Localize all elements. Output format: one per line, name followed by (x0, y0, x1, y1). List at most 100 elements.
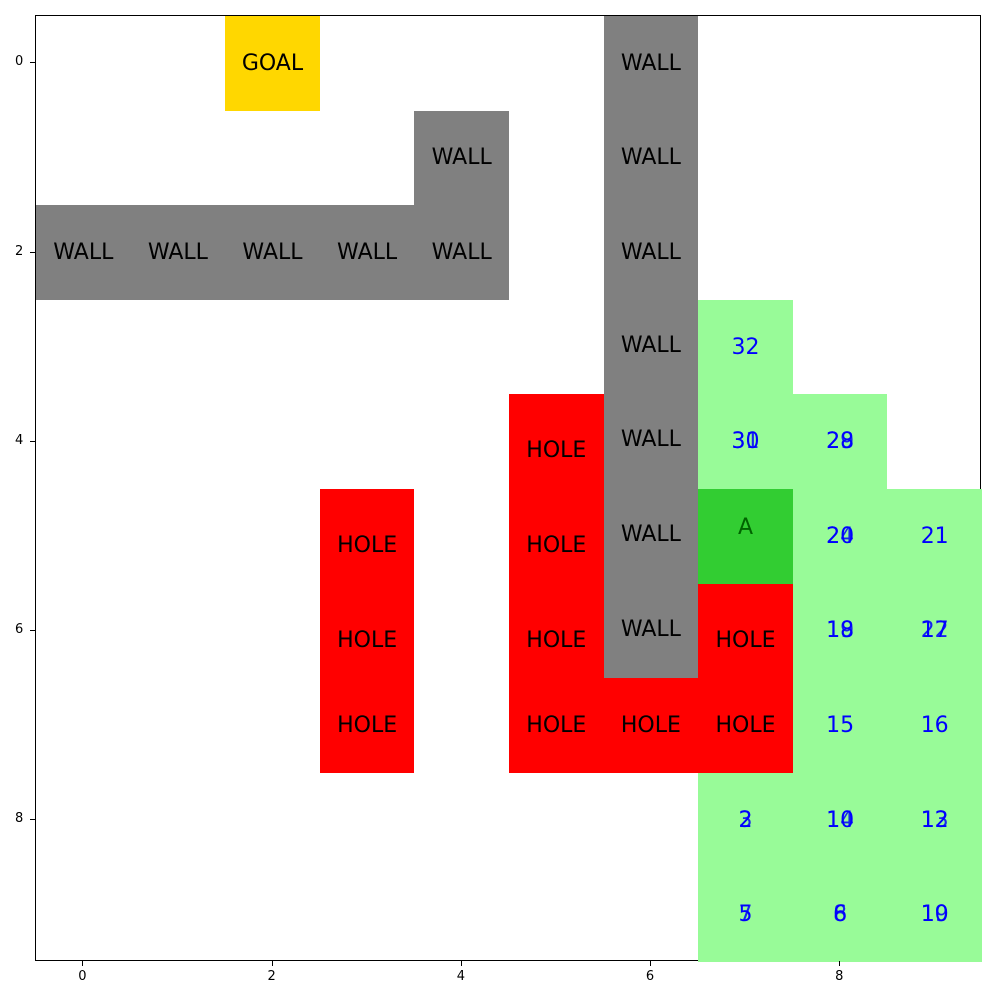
cell-wall-r2-c4: WALL (414, 205, 509, 300)
cell-wall-r3-c6: WALL (603, 299, 699, 395)
cell-wall-r1-c6: WALL (603, 110, 699, 206)
cell-path-r8-c8: 10 14 (792, 772, 888, 868)
step-number: 10 (920, 902, 949, 928)
step-number: 20 (826, 523, 855, 549)
cell-agent-r5-c7: A (698, 489, 793, 584)
cell-wall-r2-c6: WALL (603, 205, 699, 300)
hole-label: HOLE (337, 533, 398, 558)
agent-marker: A (737, 515, 754, 540)
step-number: 32 (731, 334, 760, 360)
y-tick-label: 2 (15, 243, 24, 259)
hole-label: HOLE (715, 627, 776, 653)
wall-label: WALL (620, 616, 681, 642)
wall-label: WALL (620, 145, 681, 171)
y-tick-label: 8 (15, 811, 24, 827)
step-number: 15 (826, 712, 855, 738)
hole-label: HOLE (620, 712, 681, 738)
cell-hole-r6-c3: HOLE (319, 583, 415, 679)
x-tick-label: 0 (78, 969, 87, 984)
cell-wall-r1-c4: WALL (414, 110, 509, 206)
cell-wall-r2-c1: WALL (130, 205, 226, 300)
wall-label: WALL (620, 332, 681, 358)
y-tick-mark (30, 251, 35, 253)
step-number-overlay: 22 (920, 618, 949, 644)
step-number: 30 (731, 429, 760, 455)
hole-label: HOLE (526, 627, 587, 653)
cell-hole-r6-c5: HOLE (509, 583, 604, 679)
wall-label: WALL (242, 239, 303, 265)
cell-wall-r2-c2: WALL (225, 205, 320, 300)
hole-label: HOLE (715, 712, 776, 738)
cell-hole-r7-c3: HOLE (319, 678, 415, 773)
step-number: 28 (826, 429, 855, 455)
cell-path-r4-c7: 30 31 (698, 394, 793, 489)
cell-wall-r5-c6: WALL (603, 489, 699, 584)
step-number: 17 (920, 618, 949, 644)
wall-label: WALL (431, 239, 492, 265)
wall-label: WALL (337, 239, 398, 265)
cell-path-r3-c7: 32 (698, 299, 793, 395)
hole-label: HOLE (526, 533, 587, 558)
step-number: 6 (833, 902, 848, 928)
step-number: 12 (920, 807, 949, 833)
x-tick-label: 6 (645, 969, 655, 984)
cell-path-r7-c8: 15 (792, 678, 888, 773)
step-number-overlay: 31 (731, 429, 760, 455)
step-number: 21 (920, 523, 949, 549)
wall-label: WALL (147, 239, 208, 265)
x-tick-mark (649, 961, 651, 966)
hole-label: HOLE (526, 438, 587, 464)
step-number-overlay: 14 (826, 807, 855, 833)
wall-label: WALL (620, 50, 681, 76)
step-number: 5 (738, 902, 753, 928)
cell-wall-r6-c6: WALL (603, 583, 699, 679)
y-tick-mark (30, 819, 35, 821)
step-number: 10 (826, 807, 855, 833)
cell-path-r6-c8: 18 19 (792, 583, 888, 679)
step-number: 18 (826, 618, 855, 644)
cell-hole-r5-c3: HOLE (319, 489, 415, 584)
step-number-overlay: 19 (920, 902, 949, 928)
cell-path-r5-c9: 21 (887, 489, 982, 584)
cell-path-r8-c9: 12 13 (887, 772, 982, 868)
x-tick-label: 2 (267, 969, 276, 984)
hole-label: HOLE (337, 627, 398, 653)
cell-goal-r0-c2: GOAL (225, 16, 320, 111)
cell-path-r7-c9: 16 (887, 678, 982, 773)
cell-hole-r7-c7: HOLE (698, 678, 793, 773)
y-tick-mark (30, 62, 35, 64)
step-number-overlay: 13 (920, 807, 949, 833)
step-number-overlay: 29 (826, 429, 855, 455)
wall-label: WALL (53, 239, 114, 265)
cell-hole-r6-c7: HOLE (698, 583, 793, 679)
step-number-overlay: 8 (833, 902, 848, 928)
goal-label: GOAL (241, 50, 304, 76)
cell-wall-r4-c6: WALL (603, 394, 699, 489)
y-tick-label: 4 (15, 432, 24, 448)
cell-hole-r4-c5: HOLE (509, 394, 604, 489)
wall-label: WALL (620, 427, 681, 453)
cell-wall-r0-c6: WALL (603, 16, 699, 111)
x-tick-label: 4 (456, 969, 465, 984)
hole-label: HOLE (337, 712, 398, 738)
x-tick-mark (82, 961, 84, 966)
wall-label: WALL (620, 522, 681, 547)
y-tick-mark (30, 629, 35, 631)
hole-label: HOLE (526, 712, 587, 738)
step-number-overlay: 24 (826, 523, 855, 549)
cell-wall-r2-c0: WALL (36, 205, 131, 300)
wall-label: WALL (620, 239, 681, 265)
cell-wall-r2-c3: WALL (319, 205, 415, 300)
x-tick-mark (460, 961, 462, 966)
step-number-overlay: 19 (826, 618, 855, 644)
cell-path-r4-c8: 28 29 (792, 394, 888, 489)
x-tick-label: 8 (835, 969, 844, 984)
cell-hole-r7-c6: HOLE (603, 678, 699, 773)
step-number-overlay: 3 (738, 807, 753, 833)
grid-world-board: GOAL WALL WALL WALL WALL WALL WALL WALL WALL WALL… (35, 15, 982, 962)
y-tick-mark (30, 440, 35, 442)
cell-path-r9-c9: 10 19 (887, 867, 982, 962)
